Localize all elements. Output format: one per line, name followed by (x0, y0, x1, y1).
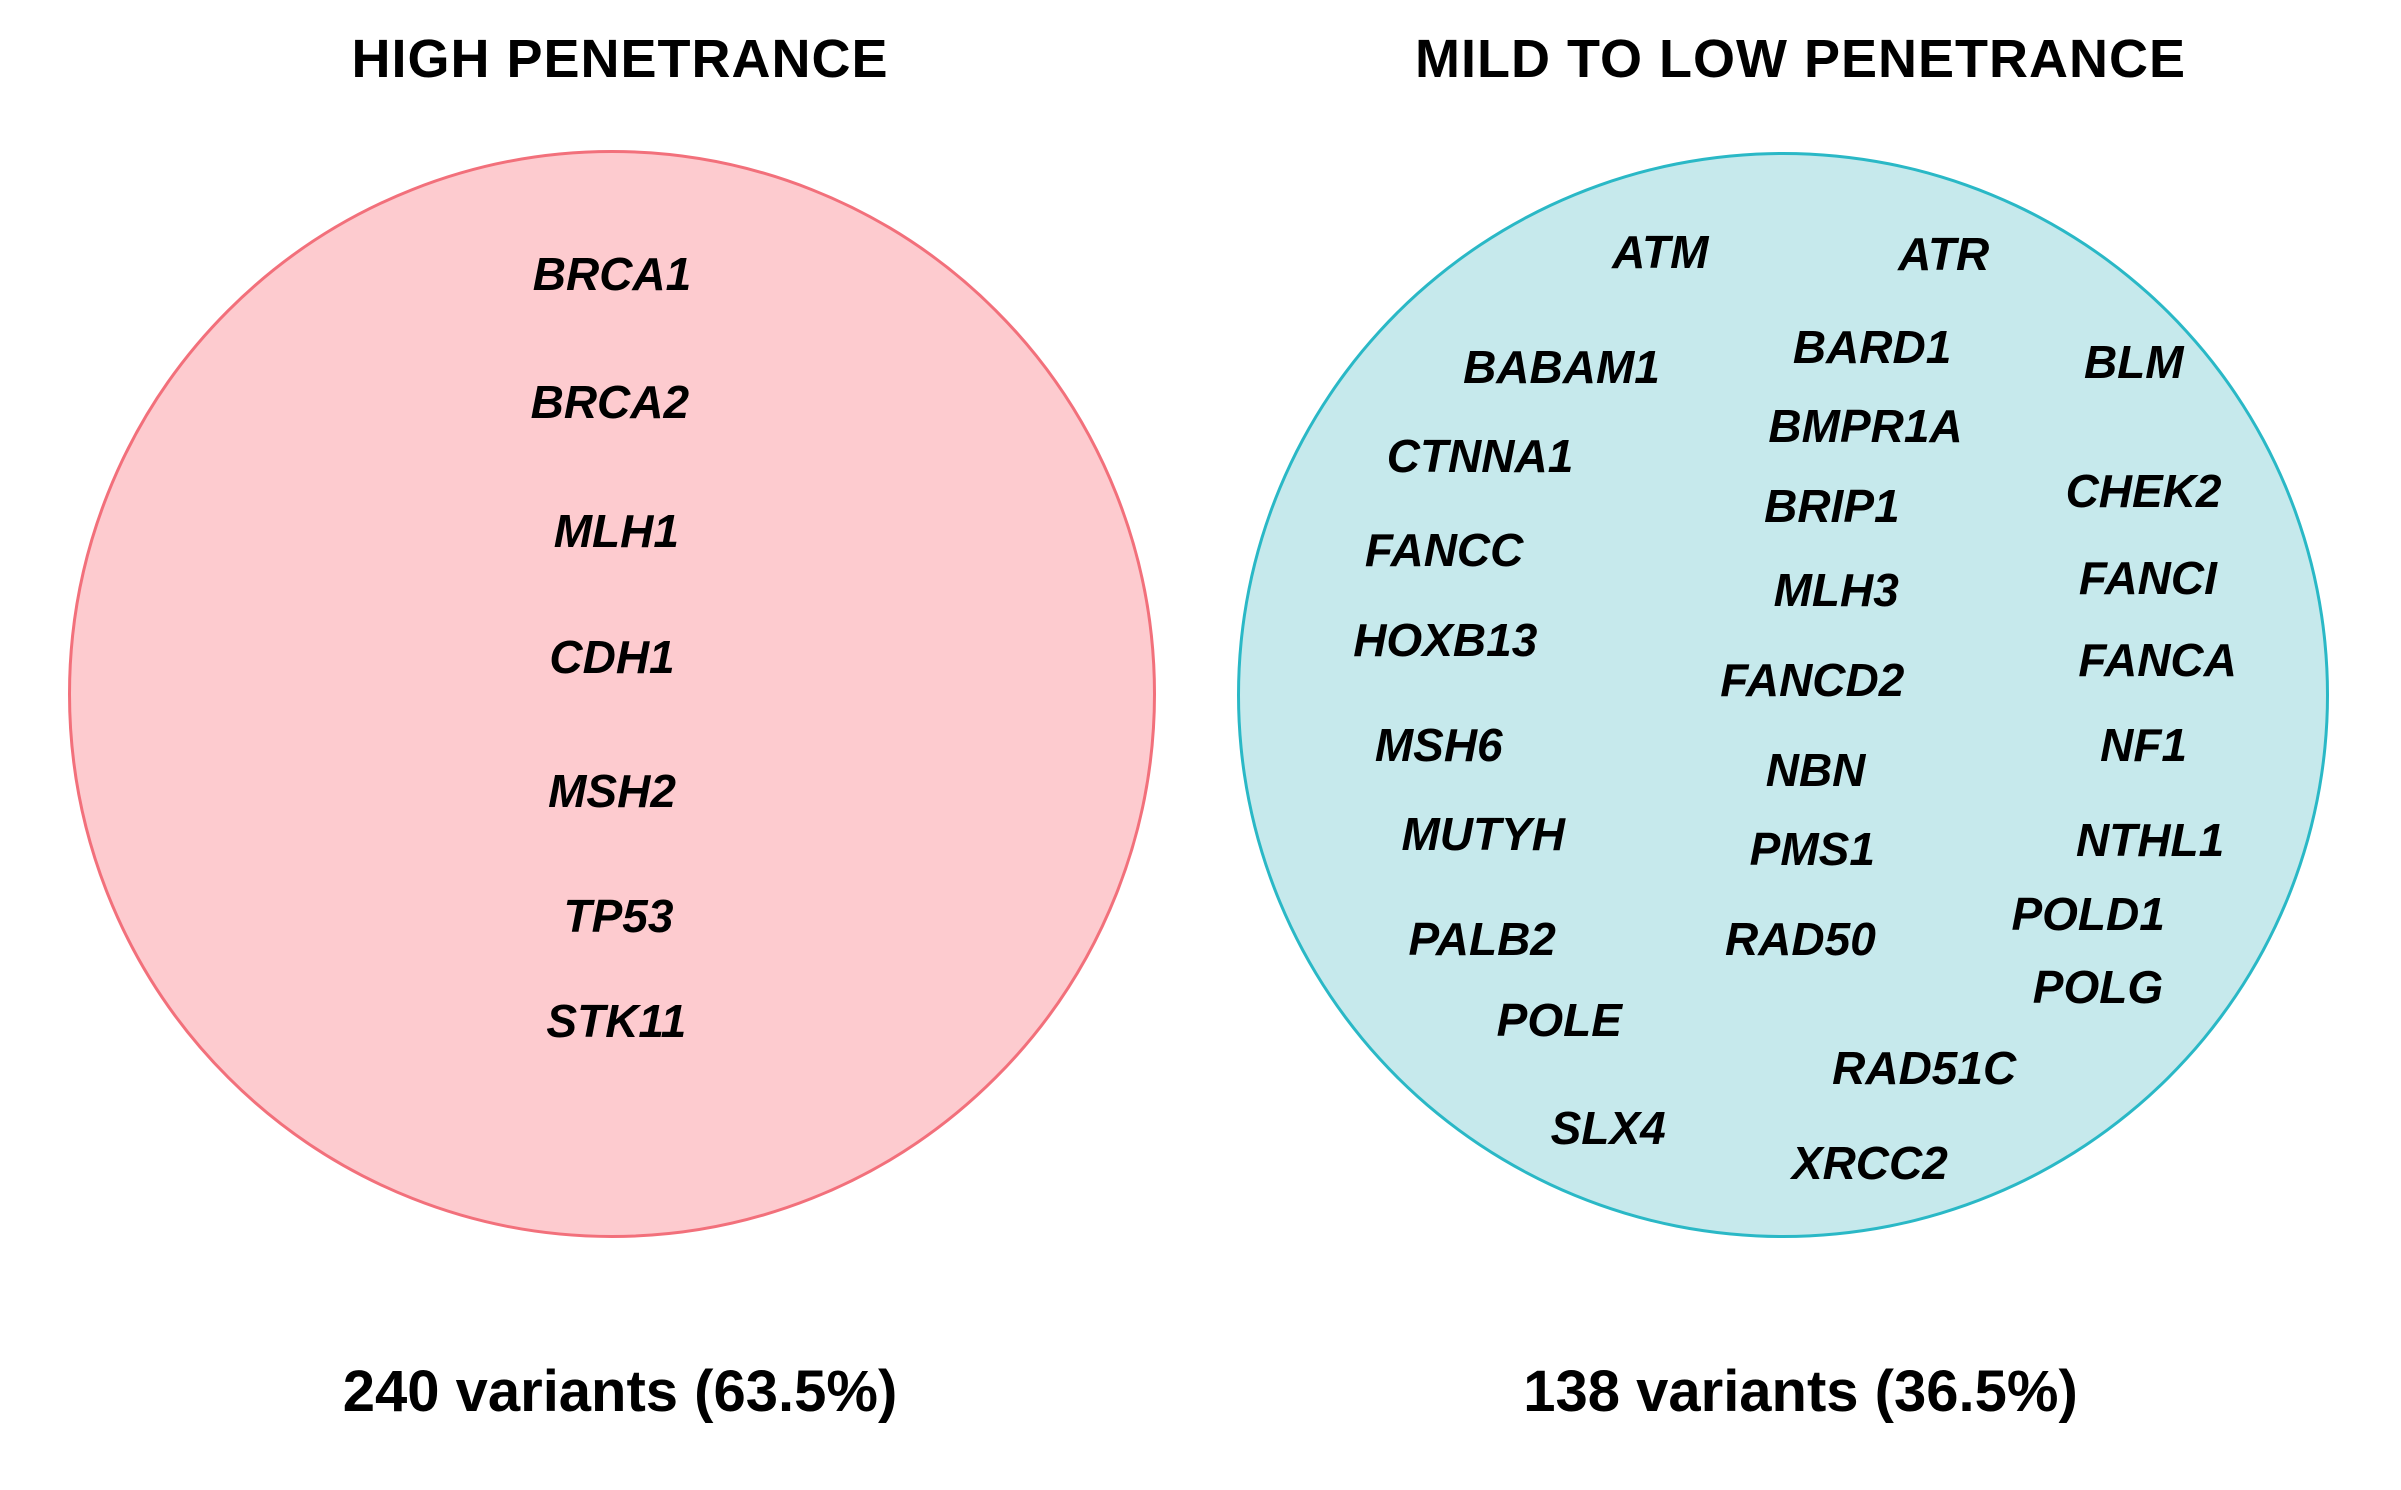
gene-label: CHEK2 (2065, 464, 2222, 517)
gene-label: FANCC (1364, 524, 1524, 577)
mild-low-penetrance-circle: ATM ATR BABAM1 BARD1 BLM CTNNA1 BMPR1A BRIP1 CHE… (1237, 152, 2329, 1238)
gene-label: FANCI (2078, 552, 2217, 605)
gene-label: BRCA2 (530, 375, 690, 428)
gene-label: NF1 (2100, 718, 2187, 771)
gene-label: ATR (1898, 228, 1990, 281)
gene-label: NTHL1 (2075, 813, 2225, 866)
gene-label: POLG (2032, 960, 2164, 1013)
mild-low-penetrance-title: MILD TO LOW PENETRANCE (1415, 29, 2186, 89)
gene-label: BRIP1 (1764, 480, 1900, 532)
high-penetrance-circle: BRCA1 BRCA2 MLH1 CDH1 MSH2 TP53 STK11 (68, 150, 1156, 1238)
gene-label: ATM (1612, 226, 1709, 279)
gene-label: MLH1 (553, 504, 679, 557)
gene-label: RAD50 (1724, 913, 1876, 966)
gene-label: XRCC2 (1791, 1136, 1948, 1189)
gene-label: PALB2 (1408, 913, 1556, 966)
gene-label: FANCD2 (1720, 653, 1905, 706)
gene-label: CDH1 (549, 631, 675, 684)
gene-label: STK11 (546, 994, 687, 1047)
gene-label: MSH2 (548, 765, 676, 818)
gene-label: BABAM1 (1463, 340, 1660, 393)
gene-label: TP53 (563, 889, 674, 942)
gene-label: POLD1 (2011, 888, 2165, 941)
gene-label: CTNNA1 (1386, 430, 1574, 483)
gene-label: BARD1 (1792, 321, 1952, 374)
gene-label: BLM (2083, 336, 2184, 389)
gene-label: HOXB13 (1353, 613, 1538, 666)
gene-label: NBN (1765, 743, 1866, 796)
gene-label: RAD51C (1832, 1041, 2017, 1094)
gene-label: MSH6 (1374, 718, 1503, 771)
high-penetrance-title: HIGH PENETRANCE (351, 29, 889, 89)
high-penetrance-variant-count: 240 variants (63.5%) (342, 1359, 898, 1424)
gene-label: BMPR1A (1768, 400, 1963, 453)
gene-label: MUTYH (1401, 808, 1566, 861)
gene-label: BRCA1 (532, 248, 692, 301)
gene-label: POLE (1496, 994, 1622, 1047)
gene-label: SLX4 (1550, 1102, 1666, 1155)
gene-label: MLH3 (1773, 564, 1899, 617)
gene-label: FANCA (2078, 634, 2237, 687)
mild-low-penetrance-variant-count: 138 variants (36.5%) (1523, 1359, 2078, 1424)
gene-label: PMS1 (1749, 823, 1875, 876)
